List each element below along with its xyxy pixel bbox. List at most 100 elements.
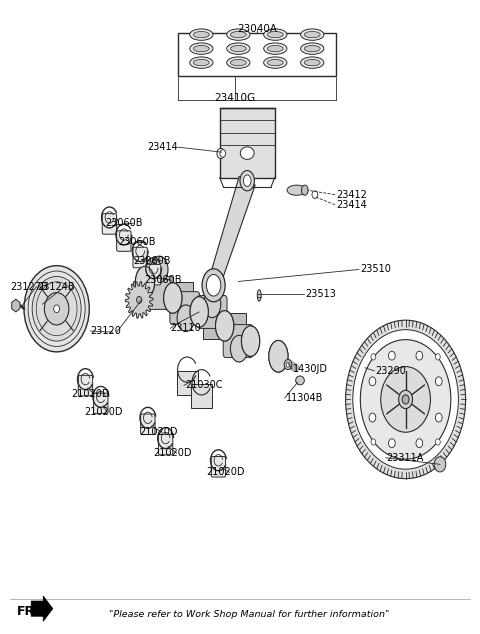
Ellipse shape [202,269,225,302]
Circle shape [435,413,442,422]
Text: 23412: 23412 [336,190,367,200]
Ellipse shape [300,57,324,68]
Circle shape [371,354,376,360]
FancyBboxPatch shape [117,231,131,251]
Text: 21020D: 21020D [139,427,178,437]
Ellipse shape [164,283,182,313]
Text: 23110: 23110 [170,323,201,333]
Ellipse shape [177,305,194,332]
Ellipse shape [204,291,221,318]
Circle shape [346,320,466,479]
Ellipse shape [151,256,168,283]
Polygon shape [208,176,255,288]
Circle shape [371,439,376,445]
FancyBboxPatch shape [170,292,200,325]
Text: 23124B: 23124B [37,281,75,292]
Circle shape [369,413,376,422]
Text: 23120: 23120 [90,326,121,336]
Ellipse shape [264,57,287,68]
Ellipse shape [190,57,213,68]
Text: 23510: 23510 [360,264,391,275]
Ellipse shape [286,362,290,367]
Ellipse shape [190,43,213,55]
FancyBboxPatch shape [144,276,173,309]
Circle shape [381,366,431,432]
Circle shape [402,395,409,404]
Circle shape [435,439,440,445]
Circle shape [416,439,423,448]
Ellipse shape [230,32,246,38]
Text: 23290: 23290 [375,366,406,376]
Ellipse shape [287,185,306,195]
Circle shape [369,377,376,385]
Ellipse shape [230,60,246,66]
Ellipse shape [193,32,209,38]
FancyBboxPatch shape [197,295,227,328]
Bar [203,298,219,339]
Circle shape [388,351,395,360]
Ellipse shape [135,266,155,298]
Ellipse shape [264,29,287,41]
Text: 23414: 23414 [336,200,367,210]
FancyBboxPatch shape [158,434,173,455]
Ellipse shape [135,266,155,298]
Ellipse shape [240,147,254,159]
Ellipse shape [230,335,248,362]
Circle shape [353,330,458,469]
Ellipse shape [243,175,251,186]
Text: 23060B: 23060B [133,256,171,266]
Text: 21020D: 21020D [84,407,122,417]
FancyBboxPatch shape [146,264,161,285]
Bar [220,108,275,178]
Ellipse shape [301,185,308,195]
Polygon shape [31,596,53,621]
FancyBboxPatch shape [94,393,108,413]
Ellipse shape [284,359,292,370]
Ellipse shape [190,297,208,327]
Text: "Please refer to Work Shop Manual for further information": "Please refer to Work Shop Manual for fu… [109,611,390,619]
Bar [178,33,336,76]
Circle shape [434,456,446,472]
Text: 23410G: 23410G [215,93,256,103]
Ellipse shape [227,57,250,68]
Text: 21020D: 21020D [206,467,245,477]
Text: 23127B: 23127B [11,281,48,292]
Ellipse shape [267,32,283,38]
Ellipse shape [227,29,250,41]
Circle shape [360,340,451,459]
Ellipse shape [216,311,234,341]
Ellipse shape [241,326,260,356]
Ellipse shape [206,275,221,296]
Ellipse shape [264,43,287,55]
FancyBboxPatch shape [133,247,147,268]
Polygon shape [133,277,142,298]
Text: 23060B: 23060B [118,237,156,247]
Text: 21020D: 21020D [71,389,109,399]
Ellipse shape [193,60,209,66]
Ellipse shape [193,46,209,52]
Text: 23311A: 23311A [386,453,424,463]
Ellipse shape [267,60,283,66]
Polygon shape [12,299,20,312]
FancyBboxPatch shape [102,214,117,234]
Bar [150,266,167,307]
Text: 23040A: 23040A [237,23,277,34]
Text: 1430JD: 1430JD [293,364,328,374]
Bar [229,313,247,354]
Bar [191,384,212,408]
FancyBboxPatch shape [141,414,155,434]
FancyBboxPatch shape [78,375,93,396]
Ellipse shape [304,32,320,38]
Circle shape [435,377,442,385]
Ellipse shape [269,340,288,372]
FancyBboxPatch shape [223,325,253,358]
Bar [177,371,198,395]
Bar [177,283,193,323]
FancyBboxPatch shape [211,456,226,477]
Ellipse shape [164,283,182,313]
Ellipse shape [304,60,320,66]
Ellipse shape [312,191,318,198]
Text: 21030C: 21030C [185,380,222,391]
Ellipse shape [269,340,288,372]
Ellipse shape [136,297,142,304]
